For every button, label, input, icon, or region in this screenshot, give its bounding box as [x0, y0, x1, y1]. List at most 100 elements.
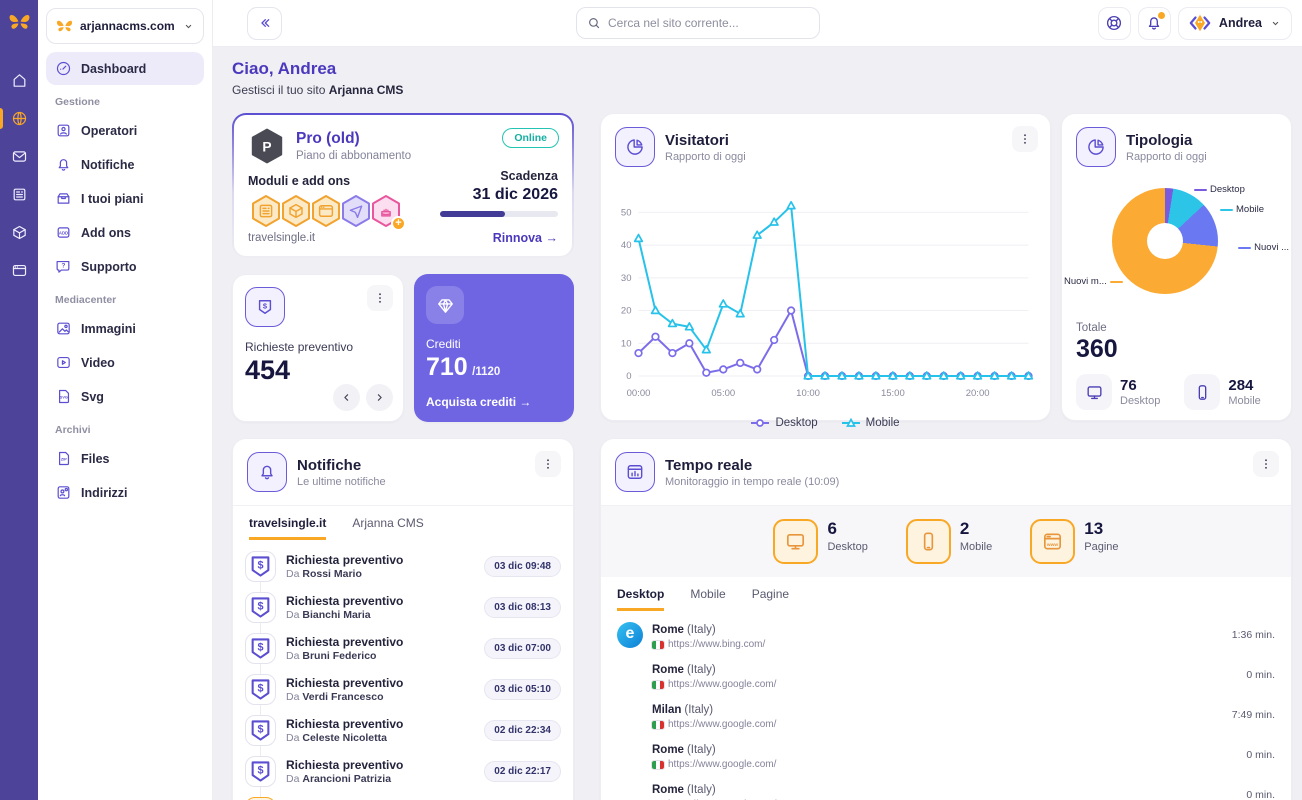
realtime-card: Tempo reale Monitoraggio in tempo reale … [600, 438, 1292, 800]
add-module-badge[interactable]: + [391, 216, 406, 231]
notification-item[interactable]: $ Richiesta preventivo Da Rossi Mario 03 d… [245, 546, 561, 587]
buy-credits-link[interactable]: Acquista crediti → [426, 395, 532, 409]
stat-pagine: www 13 Pagine [1030, 519, 1119, 564]
sidebar-item-dashboard[interactable]: Dashboard [46, 52, 204, 85]
kebab-menu-icon [541, 457, 555, 471]
modules-label: Moduli e add ons [248, 174, 351, 188]
svg-text:00:00: 00:00 [627, 388, 651, 399]
tab-arjanna-cms[interactable]: Arjanna CMS [352, 516, 424, 530]
page-subtitle-text: Gestisci il tuo sito [232, 83, 329, 97]
notification-title: Richiesta preventivo [286, 594, 404, 608]
tab-travelsingle-it[interactable]: travelsingle.it [249, 516, 327, 540]
notification-item[interactable]: $ Richiesta preventivo Da Celeste Nicolett… [245, 710, 561, 751]
notification-title: Richiesta preventivo [286, 553, 404, 567]
sidebar-item-operatori[interactable]: Operatori [46, 114, 204, 147]
visitor-country: (Italy) [686, 744, 716, 756]
svg-text:0: 0 [626, 371, 631, 382]
pie-chart-icon [615, 127, 655, 167]
sidebar-item-i-tuoi-piani[interactable]: I tuoi piani [46, 182, 204, 215]
search-box[interactable] [576, 7, 820, 39]
credits-label: Crediti [426, 337, 461, 351]
stat-label: Desktop [1120, 395, 1161, 407]
visitor-row[interactable]: Rome(Italy) https://www.bing.com/1:36 min… [617, 615, 1275, 655]
butterfly-logo[interactable] [7, 10, 32, 35]
italy-flag-icon [651, 679, 665, 690]
visitor-row[interactable]: Rome(Italy)https://www.google.com/0 min. [617, 775, 1275, 800]
svg-text:SVG: SVG [60, 394, 68, 399]
card-menu-button[interactable] [367, 285, 393, 311]
notifications-card: Notifiche Le ultime notifiche travelsing… [232, 438, 574, 800]
sidebar-item-files[interactable]: ZIP Files [46, 442, 204, 475]
notifications-button[interactable] [1137, 6, 1171, 40]
dashboard-content: Ciao, Andrea Gestisci il tuo sito Arjann… [213, 47, 1302, 800]
sidebar-item-immagini[interactable]: Immagini [46, 312, 204, 345]
tab-pagine[interactable]: Pagine [751, 587, 790, 601]
notification-title: Richiesta preventivo [286, 676, 404, 690]
visitor-row[interactable]: Milan (Italy) https://www.google.com/7:49 … [617, 695, 1275, 735]
sidebar-item-svg[interactable]: SVG Svg [46, 380, 204, 413]
rail-item-globe-icon[interactable] [0, 107, 38, 130]
collapse-sidebar-button[interactable] [247, 6, 282, 40]
card-title: Notifiche [297, 456, 362, 474]
svg-text:ADD: ADD [59, 230, 68, 235]
rail-item-mail-icon[interactable] [0, 145, 38, 168]
visitor-row[interactable]: Rome(Italy)https://www.google.com/0 min. [617, 735, 1275, 775]
rail-item-home-icon[interactable] [0, 69, 38, 92]
rail-item-cube-icon[interactable] [0, 221, 38, 244]
notification-subtitle: Da Arancioni Patrizia [286, 773, 392, 785]
legend-item-mobile[interactable]: Mobile [841, 417, 900, 429]
sidebar-item-indirizzi[interactable]: Indirizzi [46, 476, 204, 509]
notification-item[interactable]: $ Richiesta preventivo Da Verdi Francesco … [245, 669, 561, 710]
icon-rail [0, 0, 38, 800]
user-menu-button[interactable]: Andrea [1177, 6, 1292, 40]
tab-mobile[interactable]: Mobile [690, 587, 726, 601]
visitors-card: Visitatori Rapporto di oggi 0 10 20 30 40 50 0… [600, 113, 1051, 429]
butterfly-logo-small [55, 17, 74, 36]
italy-flag-icon [651, 719, 665, 730]
next-button[interactable] [366, 384, 393, 411]
notification-item[interactable]: $ Richiesta preventivo Da Bruni Federico 0… [245, 628, 561, 669]
sidebar-item-label: Add ons [81, 225, 131, 240]
tab-desktop[interactable]: Desktop [617, 587, 665, 611]
plan-initial-badge: P [248, 127, 286, 165]
notification-item[interactable]: $ Richiesta preventivo Da Bianchi Maria 03… [245, 587, 561, 628]
notification-title: Richiesta preventivo [286, 717, 404, 731]
quote-icon: $ [245, 674, 276, 705]
svg-text:$: $ [257, 642, 263, 654]
notification-subtitle: Da Celeste Nicoletta [286, 732, 387, 744]
sidebar-item-add-ons[interactable]: ADD Add ons [46, 216, 204, 249]
search-input[interactable] [608, 16, 809, 30]
plan-subtitle: Piano di abbonamento [296, 150, 412, 162]
visitor-row[interactable]: Rome(Italy)https://www.google.com/0 min. [617, 655, 1275, 695]
sidebar-item-supporto[interactable]: ? Supporto [46, 250, 204, 283]
chevron-right-icon [373, 391, 386, 404]
legend-item-desktop[interactable]: Desktop [751, 417, 818, 429]
rail-item-news-icon[interactable] [0, 183, 38, 206]
svg-file-icon: SVG [55, 388, 72, 405]
sidebar-item-label: Dashboard [81, 61, 147, 76]
topbar: Andrea [213, 0, 1302, 47]
renew-link[interactable]: Rinnova → [492, 231, 558, 245]
rail-item-browser-icon[interactable] [0, 259, 38, 282]
svg-text:20:00: 20:00 [966, 388, 990, 399]
site-selector[interactable]: arjannacms.com [46, 8, 204, 44]
card-title: Tempo reale [665, 456, 753, 474]
notification-item[interactable]: Ordine in attesa pagamento #JYYT322 di €… [245, 792, 561, 800]
card-menu-button[interactable] [1012, 126, 1038, 152]
sidebar-item-video[interactable]: Video [46, 346, 204, 379]
quote-icon: $ [245, 287, 285, 327]
card-menu-button[interactable] [535, 451, 561, 477]
prev-button[interactable] [333, 384, 360, 411]
plan-site: travelsingle.it [248, 232, 316, 244]
realtime-tabs: Desktop Mobile Pagine [601, 577, 1291, 611]
module-plane-icon [338, 193, 374, 229]
support-button[interactable] [1097, 6, 1131, 40]
video-icon [55, 354, 72, 371]
visitor-referrer-url: https://www.google.com/ [668, 719, 777, 730]
visitor-referrer-url: https://www.google.com/ [668, 679, 777, 690]
sidebar-item-notifiche[interactable]: Notifiche [46, 148, 204, 181]
card-title: Tipologia [1126, 131, 1193, 149]
card-menu-button[interactable] [1253, 451, 1279, 477]
sidebar-item-label: Svg [81, 389, 104, 404]
notification-item[interactable]: $ Richiesta preventivo Da Arancioni Patriz… [245, 751, 561, 792]
